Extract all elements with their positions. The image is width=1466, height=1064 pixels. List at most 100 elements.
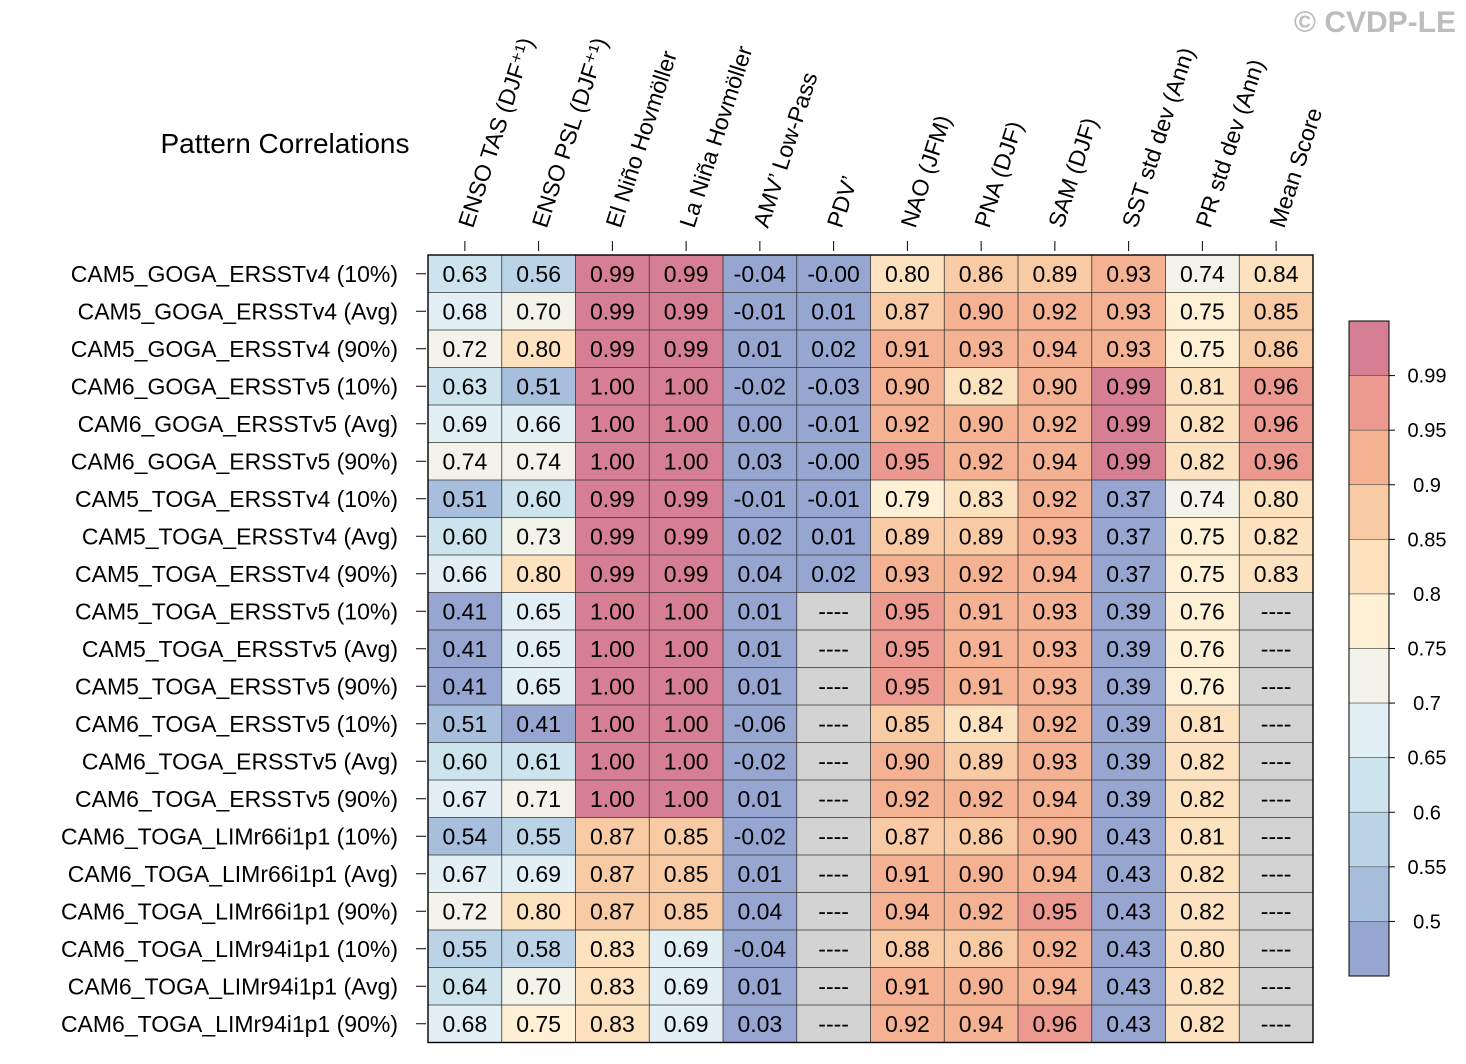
cell-value-label: 0.94 [1032,786,1077,812]
cell-value-label: 1.00 [590,411,635,437]
heatmap-cell [1239,817,1313,855]
cell-value-label: 0.96 [1254,373,1299,399]
cell-value-label: ---- [1261,823,1292,849]
heatmap-cell [870,892,945,930]
cell-value-label: -0.04 [734,936,787,962]
heatmap-cell [1091,405,1166,443]
cell-value-label: 0.82 [1180,973,1225,999]
colorbar-tick-label: 0.7 [1413,693,1441,715]
cell-value-label: -0.01 [807,486,859,512]
heatmap-cell [428,517,502,555]
heatmap-cell [1239,667,1313,705]
colorbar-tick-label: 0.65 [1408,748,1447,770]
cell-value-label: 1.00 [664,748,709,774]
row-label: CAM6_TOGA_LIMr66i1p1 (90%) [61,898,398,924]
heatmap-cell [501,967,576,1005]
cell-value-label: 0.69 [664,1011,709,1037]
heatmap-cell [501,555,576,593]
heatmap-cell [723,630,797,668]
cell-value-label: 0.90 [1032,373,1077,399]
cell-value-label: 0.76 [1180,636,1225,662]
cell-value-label: 0.92 [885,786,930,812]
cell-value-label: 1.00 [664,448,709,474]
heatmap-cell [1239,967,1313,1005]
heatmap-cell [501,742,576,780]
heatmap-cell [870,855,945,893]
column-label-sam-djf: SAM (DJF) [1043,114,1103,230]
heatmap-cell [1018,780,1092,818]
cell-value-label: 0.01 [737,973,782,999]
cell-value-label: 0.43 [1106,861,1151,887]
heatmap-cell [1239,1005,1313,1043]
cell-value-label: 0.70 [516,298,561,324]
heatmap-cell [428,442,502,480]
heatmap-cell [723,442,797,480]
heatmap-cell [649,1005,723,1043]
cell-value-label: 0.93 [1032,523,1077,549]
cell-value-label: 0.69 [664,973,709,999]
heatmap-cell [649,480,723,518]
cell-value-label: 0.81 [1180,711,1225,737]
cell-value-label: ---- [818,711,849,737]
cell-value-label: -0.06 [734,711,786,737]
heatmap-cell [1018,817,1092,855]
column-label-la-ni-a-hovm-ller: La Niña Hovmöller [674,42,757,230]
cell-value-label: 0.43 [1106,898,1151,924]
column-label-enso-psl-djf: ENSO PSL (DJF⁺¹) [527,34,613,230]
cell-value-label: 0.82 [1180,786,1225,812]
cell-value-label: 0.74 [1180,486,1225,512]
cell-value-label: 0.37 [1106,561,1151,587]
heatmap-cell [796,555,871,593]
heatmap-cell [723,855,797,893]
heatmap-cell [1165,930,1240,968]
heatmap-cell [1165,592,1240,630]
cell-value-label: 0.66 [516,411,561,437]
heatmap-cell [1165,330,1240,368]
cell-value-label: 0.93 [1032,673,1077,699]
cell-value-label: 0.99 [664,486,709,512]
cell-value-label: 0.01 [737,636,782,662]
heatmap-cell [575,367,650,405]
colorbar-swatch [1348,320,1390,376]
cell-value-label: 0.89 [959,748,1004,774]
cell-value-label: 0.64 [442,973,487,999]
cell-value-label: 0.91 [885,336,930,362]
cell-value-label: 0.92 [1032,411,1077,437]
cell-value-label: 0.01 [737,861,782,887]
heatmap-cell [649,817,723,855]
cell-value-label: 0.55 [516,823,561,849]
heatmap-cell [428,255,502,293]
cell-value-label: -0.01 [734,298,786,324]
heatmap-cell [1091,255,1166,293]
heatmap-cell [1091,517,1166,555]
heatmap-cell [1018,405,1092,443]
cell-value-label: 0.92 [959,898,1004,924]
cell-value-label: 0.87 [590,898,635,924]
heatmap-cell [575,742,650,780]
cell-value-label: 0.74 [516,448,561,474]
cell-value-label: 0.80 [1254,486,1299,512]
cell-value-label: 0.03 [737,448,782,474]
cell-value-label: 0.43 [1106,973,1151,999]
heatmap-cell [1165,442,1240,480]
heatmap-cell [1091,930,1166,968]
heatmap-cell [649,705,723,743]
heatmap-cell [723,892,797,930]
cell-value-label: 0.89 [885,523,930,549]
heatmap-cell [796,667,871,705]
cell-value-label: 0.92 [1032,486,1077,512]
cell-value-label: ---- [818,636,849,662]
cell-value-label: 0.92 [1032,711,1077,737]
heatmap-cell [649,630,723,668]
colorbar-swatch [1348,593,1390,649]
heatmap-cell [575,705,650,743]
heatmap-cell [1165,817,1240,855]
heatmap-cell [1239,555,1313,593]
heatmap-cell [575,817,650,855]
row-label: CAM5_TOGA_ERSSTv4 (10%) [75,486,398,512]
heatmap-cell [944,555,1018,593]
heatmap-cell [1165,855,1240,893]
cell-value-label: 1.00 [664,636,709,662]
heatmap-cell [870,442,945,480]
heatmap-cell [723,517,797,555]
